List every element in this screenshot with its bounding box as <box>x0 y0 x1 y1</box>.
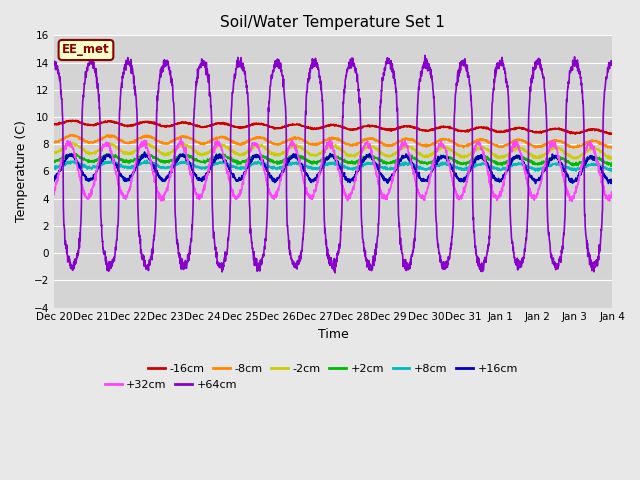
+64cm <box>349 63 357 69</box>
-2cm <box>362 144 369 150</box>
Legend: +32cm, +64cm: +32cm, +64cm <box>100 376 241 395</box>
+2cm <box>495 161 503 167</box>
-2cm <box>559 148 567 154</box>
+64cm <box>608 61 616 67</box>
+16cm <box>532 180 540 186</box>
+2cm <box>575 161 582 167</box>
+8cm <box>559 164 567 170</box>
-16cm <box>495 129 503 134</box>
Line: -16cm: -16cm <box>54 120 612 134</box>
+64cm <box>421 52 429 58</box>
+64cm <box>575 66 582 72</box>
-16cm <box>68 118 76 123</box>
Line: +16cm: +16cm <box>54 152 612 183</box>
+16cm <box>362 155 369 160</box>
-16cm <box>362 123 369 129</box>
Line: +32cm: +32cm <box>54 138 612 202</box>
+8cm <box>206 164 214 169</box>
+16cm <box>206 166 214 172</box>
Y-axis label: Temperature (C): Temperature (C) <box>15 120 28 222</box>
+16cm <box>141 149 148 155</box>
+32cm <box>50 188 58 194</box>
Line: -8cm: -8cm <box>54 135 612 148</box>
+64cm <box>332 270 339 276</box>
-2cm <box>495 155 503 161</box>
+64cm <box>362 248 369 254</box>
-2cm <box>607 156 614 162</box>
-2cm <box>349 153 357 159</box>
-8cm <box>495 144 503 150</box>
+8cm <box>607 168 615 174</box>
-16cm <box>349 127 357 133</box>
Text: EE_met: EE_met <box>62 44 110 57</box>
+8cm <box>608 167 616 172</box>
-8cm <box>362 136 369 142</box>
Line: +8cm: +8cm <box>54 160 612 171</box>
+32cm <box>559 171 567 177</box>
-16cm <box>50 122 58 128</box>
+2cm <box>68 151 76 156</box>
+8cm <box>143 157 150 163</box>
+32cm <box>575 178 582 184</box>
-2cm <box>50 149 58 155</box>
+16cm <box>50 178 58 183</box>
+64cm <box>205 93 213 99</box>
-2cm <box>575 155 582 160</box>
+8cm <box>495 167 503 173</box>
+32cm <box>177 135 184 141</box>
-2cm <box>608 156 616 161</box>
+2cm <box>206 157 214 163</box>
Line: +64cm: +64cm <box>54 55 612 273</box>
+32cm <box>568 199 576 204</box>
+32cm <box>362 141 369 146</box>
+16cm <box>559 167 567 173</box>
+8cm <box>50 164 58 170</box>
+8cm <box>349 167 357 172</box>
-8cm <box>575 144 582 150</box>
+2cm <box>608 160 616 166</box>
+8cm <box>575 166 582 171</box>
+16cm <box>495 179 503 185</box>
+2cm <box>349 161 357 167</box>
+64cm <box>50 58 58 64</box>
+16cm <box>349 176 357 181</box>
-8cm <box>608 144 616 149</box>
-2cm <box>206 149 214 155</box>
-2cm <box>69 140 77 146</box>
Line: -2cm: -2cm <box>54 143 612 159</box>
+64cm <box>559 236 567 241</box>
-16cm <box>608 131 616 137</box>
-16cm <box>575 130 582 135</box>
+2cm <box>559 156 567 161</box>
-16cm <box>206 122 214 128</box>
-16cm <box>559 127 567 133</box>
+16cm <box>608 180 616 186</box>
+2cm <box>50 159 58 165</box>
+32cm <box>349 185 357 191</box>
-8cm <box>569 145 577 151</box>
+64cm <box>496 60 504 65</box>
-8cm <box>206 139 214 145</box>
-8cm <box>66 132 74 138</box>
-8cm <box>50 139 58 145</box>
+8cm <box>362 162 369 168</box>
X-axis label: Time: Time <box>317 328 348 341</box>
+2cm <box>362 154 369 160</box>
-16cm <box>607 132 614 137</box>
+32cm <box>495 192 503 198</box>
+16cm <box>575 173 582 179</box>
Line: +2cm: +2cm <box>54 154 612 166</box>
+2cm <box>607 163 615 169</box>
+32cm <box>608 193 616 199</box>
-8cm <box>559 139 567 145</box>
+32cm <box>206 160 214 166</box>
Title: Soil/Water Temperature Set 1: Soil/Water Temperature Set 1 <box>221 15 445 30</box>
-8cm <box>349 142 357 148</box>
